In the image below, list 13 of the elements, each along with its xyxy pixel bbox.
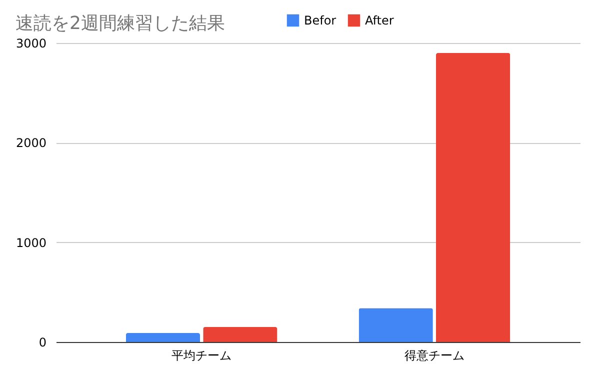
bar [203, 327, 278, 342]
y-tick-label: 1000 [16, 236, 46, 250]
legend-label: After [365, 13, 394, 28]
chart-title: 速読を2週間練習した結果 [15, 13, 225, 34]
y-tick-label: 0 [38, 336, 46, 350]
y-tick-label: 3000 [16, 36, 46, 50]
x-tick-label: 得意チーム [404, 348, 464, 362]
bar [126, 333, 200, 342]
legend-label: Befor [304, 13, 336, 28]
bar [358, 308, 433, 342]
y-tick-label: 2000 [16, 136, 46, 150]
bar [436, 52, 510, 342]
x-tick-label: 平均チーム [172, 348, 232, 362]
